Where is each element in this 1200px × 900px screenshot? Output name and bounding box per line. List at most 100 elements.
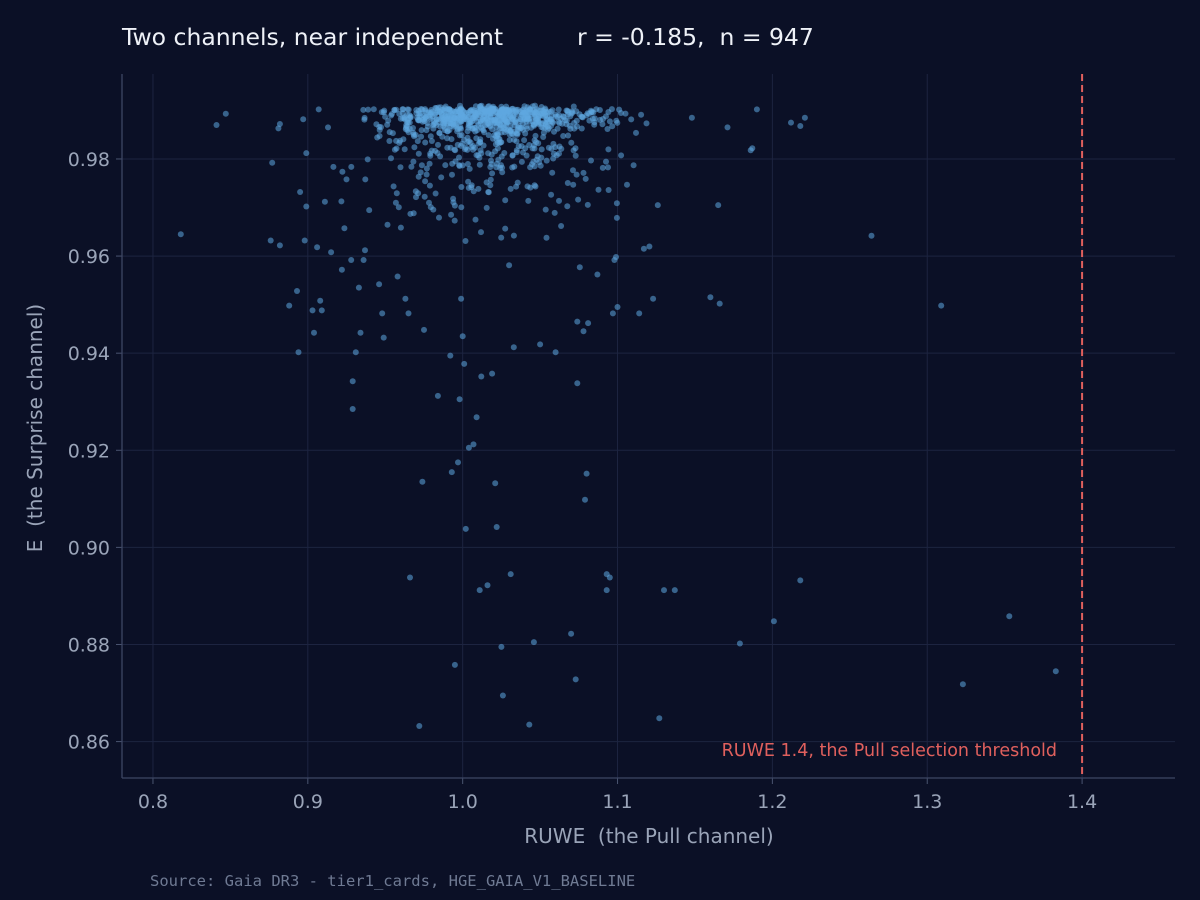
data-point	[397, 164, 404, 171]
data-point	[605, 109, 612, 115]
data-point	[502, 225, 509, 232]
data-point	[330, 163, 337, 170]
data-point	[318, 307, 325, 314]
data-point	[580, 169, 587, 176]
data-point	[613, 254, 619, 260]
data-point	[606, 118, 613, 125]
y-axis-label: E (the Surprise channel)	[23, 304, 47, 552]
data-point	[428, 147, 435, 154]
data-point	[582, 175, 589, 182]
data-point	[394, 273, 401, 280]
data-point	[480, 142, 487, 149]
data-point	[498, 162, 504, 169]
data-point	[646, 243, 653, 250]
data-point	[461, 360, 468, 367]
data-point	[475, 185, 482, 192]
data-point	[478, 373, 485, 380]
data-point	[868, 232, 875, 239]
data-point	[570, 147, 577, 154]
data-point	[448, 469, 455, 476]
data-point	[454, 141, 461, 148]
data-point	[458, 204, 465, 211]
data-point	[426, 160, 433, 167]
data-point	[510, 344, 517, 351]
data-point	[338, 198, 345, 205]
data-point	[518, 158, 525, 165]
data-point	[447, 123, 454, 130]
data-point	[339, 168, 346, 175]
data-point	[797, 577, 804, 584]
data-point	[609, 123, 616, 130]
data-point	[580, 328, 587, 335]
data-point	[416, 723, 423, 729]
data-point	[568, 630, 575, 637]
data-point	[490, 135, 496, 142]
data-point	[405, 129, 412, 136]
data-point	[582, 496, 588, 503]
data-point	[448, 136, 455, 143]
data-points	[177, 102, 1059, 729]
data-point	[640, 245, 647, 252]
data-point	[531, 182, 538, 189]
data-point	[352, 349, 359, 356]
data-point	[613, 214, 620, 221]
data-point	[519, 120, 526, 127]
x-tick-label: 1.3	[912, 791, 942, 813]
data-point	[633, 129, 639, 136]
grid	[122, 74, 1175, 778]
data-point	[385, 117, 392, 124]
chart-title: Two channels, near independent	[121, 23, 503, 51]
data-point	[650, 295, 657, 302]
data-point	[574, 123, 581, 130]
data-point	[1052, 668, 1059, 675]
data-point	[535, 115, 541, 122]
data-point	[496, 112, 503, 119]
data-point	[451, 217, 458, 224]
y-tick-label: 0.96	[68, 246, 110, 268]
data-point	[470, 114, 477, 121]
data-point	[609, 310, 616, 317]
data-point	[376, 281, 383, 288]
data-point	[464, 146, 471, 153]
data-point	[568, 139, 575, 146]
data-point	[564, 180, 571, 186]
data-point	[472, 144, 478, 151]
data-point	[493, 524, 500, 530]
data-point	[436, 214, 442, 221]
data-point	[489, 170, 496, 177]
data-point	[455, 459, 461, 466]
data-point	[438, 174, 445, 181]
data-point	[213, 122, 220, 128]
data-point	[597, 116, 603, 123]
data-point	[588, 157, 594, 164]
data-point	[423, 127, 430, 134]
data-point	[521, 137, 528, 144]
data-point	[494, 131, 501, 138]
data-point	[519, 111, 526, 118]
data-point	[314, 244, 321, 251]
data-point	[671, 587, 678, 594]
data-point	[311, 329, 317, 336]
data-point	[514, 126, 521, 133]
data-point	[510, 232, 517, 239]
data-point	[530, 142, 537, 149]
data-point	[222, 110, 229, 117]
data-point	[514, 106, 521, 113]
data-point	[558, 223, 565, 229]
data-point	[439, 133, 446, 140]
data-point	[360, 257, 367, 263]
data-point	[628, 116, 635, 123]
data-point	[475, 152, 482, 159]
x-axis-label: RUWE (the Pull channel)	[524, 824, 773, 848]
x-tick-label: 0.8	[138, 791, 168, 813]
data-point	[349, 406, 356, 412]
data-point	[455, 114, 461, 121]
data-point	[393, 137, 400, 144]
data-point	[753, 106, 760, 113]
data-point	[555, 106, 562, 113]
data-point	[643, 120, 650, 127]
threshold-label: RUWE 1.4, the Pull selection threshold	[722, 741, 1057, 761]
data-point	[450, 195, 457, 202]
data-point	[477, 103, 484, 110]
data-point	[502, 197, 509, 204]
